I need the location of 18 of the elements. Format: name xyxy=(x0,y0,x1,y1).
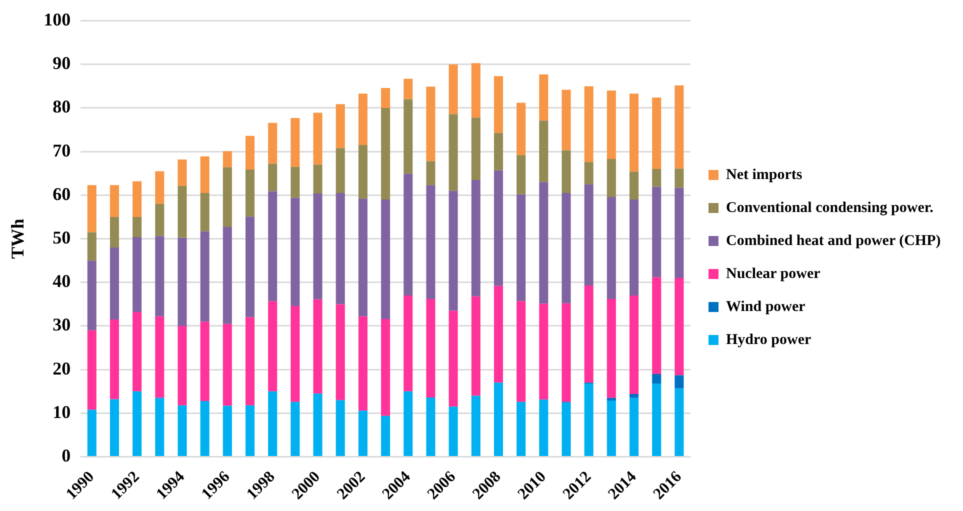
y-tick-label: 50 xyxy=(52,227,71,248)
y-tick-label: 20 xyxy=(52,358,71,378)
y-axis-title: TWh xyxy=(7,218,28,259)
y-tick-label: 40 xyxy=(52,271,71,292)
legend-label: Combined heat and power (CHP) xyxy=(726,232,941,249)
y-tick-label: 100 xyxy=(44,9,71,30)
y-tick-label: 30 xyxy=(52,314,71,335)
legend-label: Net imports xyxy=(726,166,802,183)
y-tick-label: 10 xyxy=(52,402,71,422)
y-tick-label: 90 xyxy=(52,53,71,74)
y-tick-label: 70 xyxy=(52,140,71,160)
y-tick-label: 60 xyxy=(52,184,71,204)
legend-label: Conventional condensing power. xyxy=(726,200,934,216)
y-tick-label: 0 xyxy=(62,445,71,466)
y-tick-label: 80 xyxy=(52,96,71,117)
legend-label: Nuclear power xyxy=(726,266,821,282)
legend-label: Hydro power xyxy=(726,332,812,348)
legend-label: Wind power xyxy=(726,298,806,315)
